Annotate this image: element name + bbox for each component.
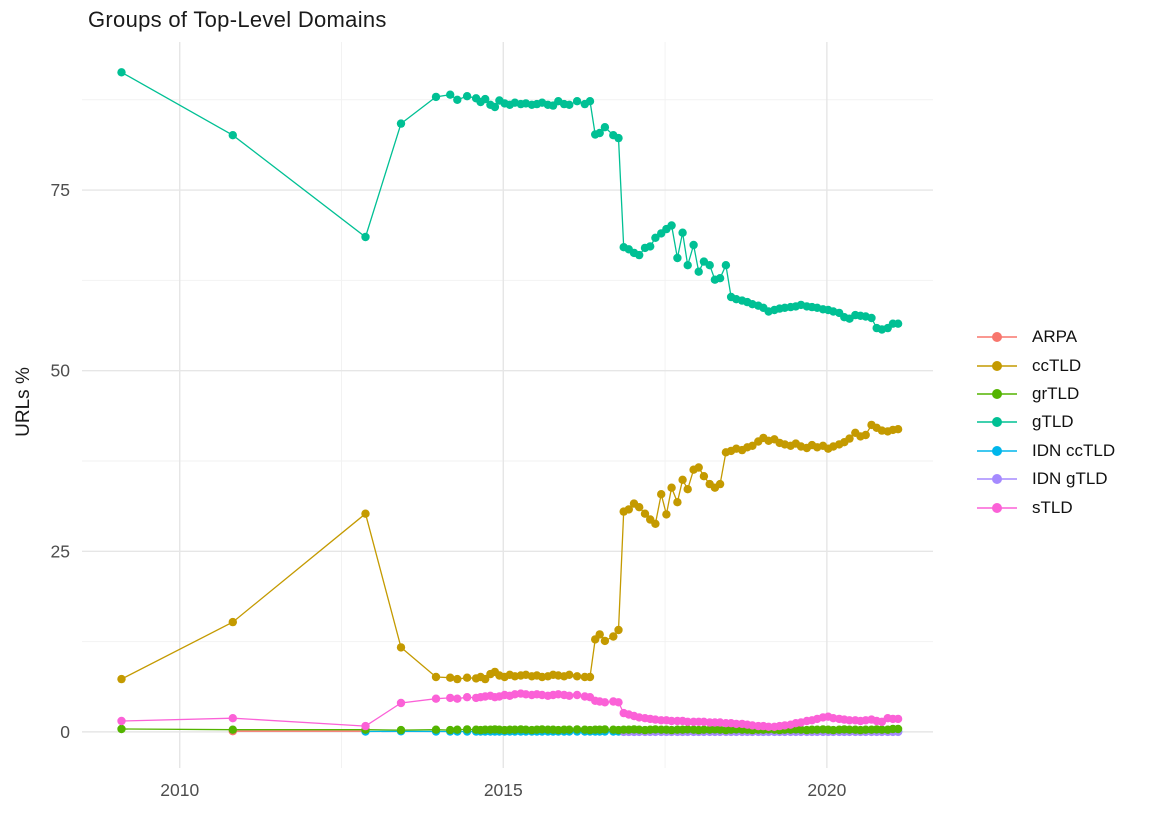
- legend-key-icon: [977, 360, 1017, 371]
- legend-item-gTLD: gTLD: [975, 408, 1115, 436]
- legend-label: ccTLD: [1032, 355, 1082, 375]
- svg-text:50: 50: [51, 361, 71, 381]
- series-grTLD: [117, 724, 903, 735]
- legend-key-icon: [977, 417, 1017, 428]
- x-axis-tick-labels: 2010 2015 2020: [160, 780, 846, 800]
- series-ccTLD: [117, 420, 903, 684]
- chart-title: Groups of Top-Level Domains: [88, 7, 387, 32]
- legend-label: ARPA: [1032, 327, 1078, 347]
- legend-key-icon: [977, 474, 1017, 485]
- y-axis-tick-labels: 0 25 50 75: [51, 180, 71, 742]
- legend-item-sTLD: sTLD: [975, 493, 1115, 521]
- gridlines: [82, 42, 933, 768]
- legend-key-icon: [977, 502, 1017, 513]
- legend-item-ARPA: ARPA: [975, 323, 1115, 351]
- series-ARPA: [228, 727, 370, 736]
- svg-text:2010: 2010: [160, 780, 199, 800]
- y-axis-title: URLs %: [13, 367, 34, 437]
- legend: ARPA ccTLD grTLD gTLD IDN ccTLD IDN gTLD sTLD: [975, 323, 1115, 522]
- series-gTLD: [117, 68, 903, 334]
- series-sTLD: [117, 689, 903, 731]
- legend-label: IDN ccTLD: [1032, 440, 1116, 460]
- svg-text:75: 75: [51, 180, 70, 200]
- svg-text:2020: 2020: [807, 780, 846, 800]
- legend-label: IDN gTLD: [1032, 469, 1108, 489]
- legend-item-IDN-ccTLD: IDN ccTLD: [975, 437, 1115, 465]
- legend-label: sTLD: [1032, 497, 1073, 517]
- legend-key-icon: [977, 445, 1017, 456]
- legend-item-grTLD: grTLD: [975, 380, 1115, 408]
- legend-key-icon: [977, 332, 1017, 343]
- legend-label: grTLD: [1032, 383, 1080, 403]
- svg-text:2015: 2015: [484, 780, 523, 800]
- legend-label: gTLD: [1032, 412, 1074, 432]
- svg-text:25: 25: [51, 541, 70, 561]
- legend-key-icon: [977, 388, 1017, 399]
- legend-item-IDN-gTLD: IDN gTLD: [975, 465, 1115, 493]
- svg-text:0: 0: [60, 722, 70, 742]
- legend-item-ccTLD: ccTLD: [975, 351, 1115, 379]
